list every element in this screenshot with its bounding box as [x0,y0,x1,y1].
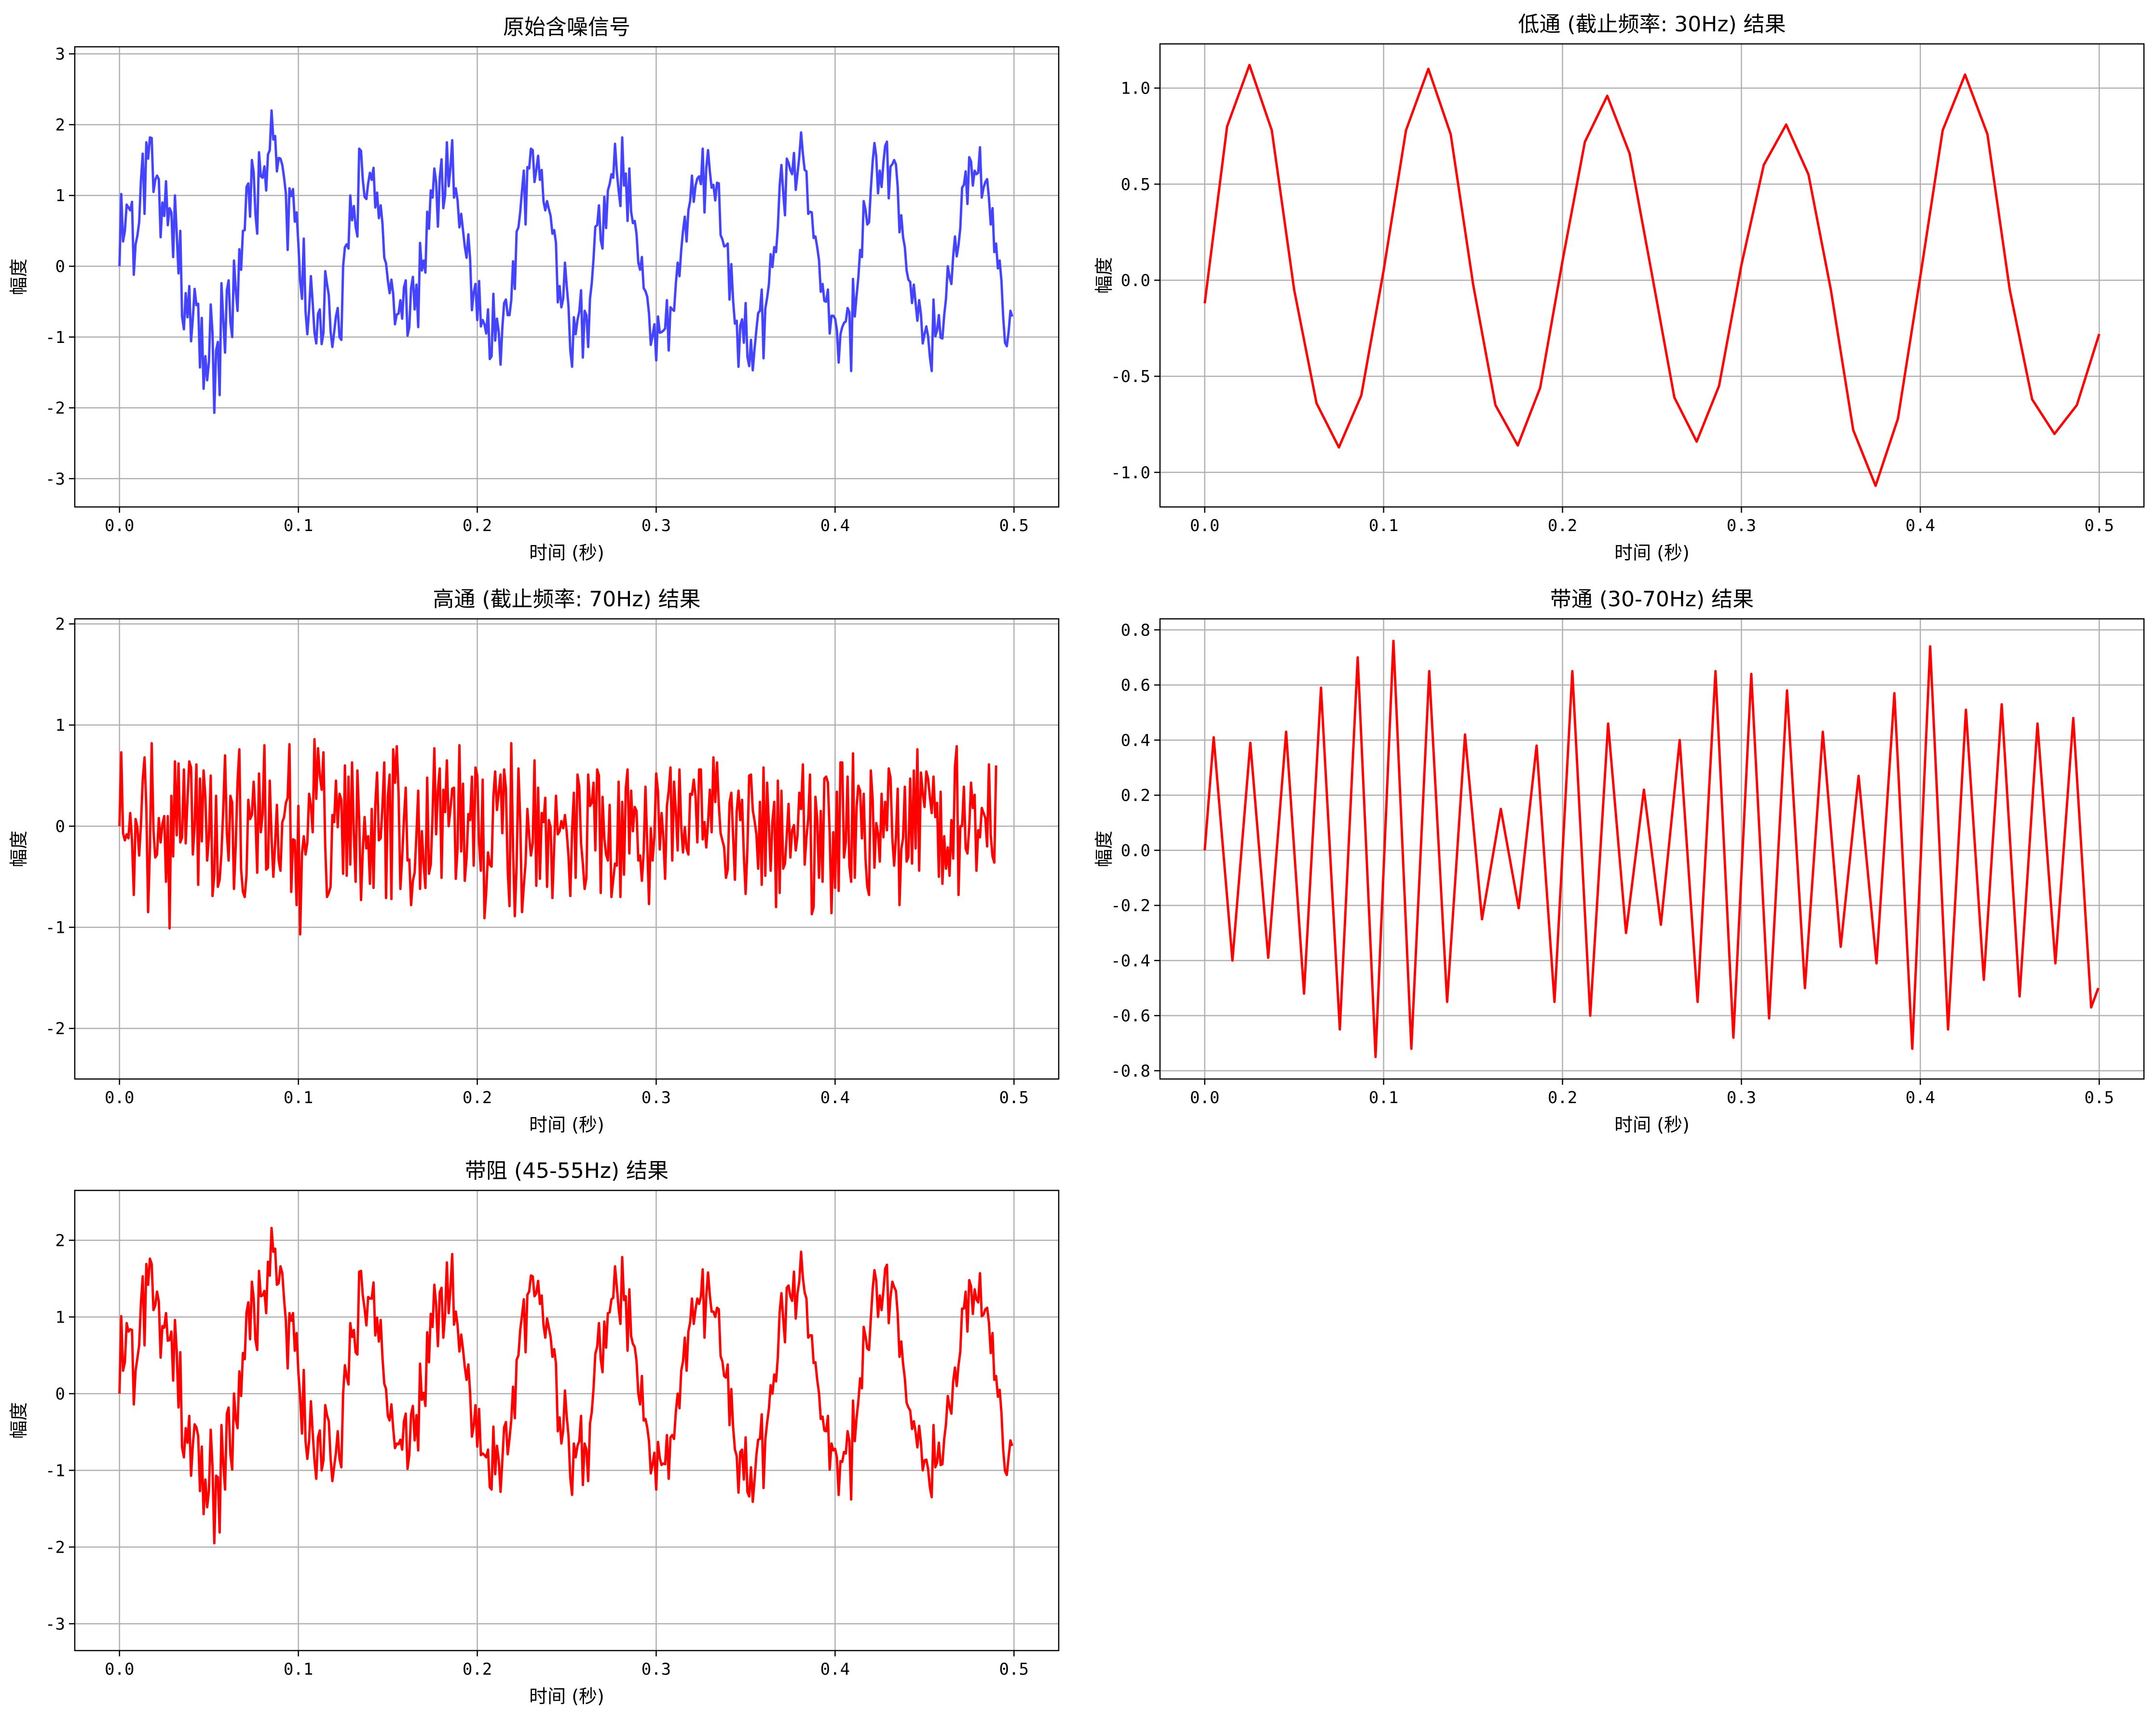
y-tick-label: 2 [55,615,65,634]
y-tick-label: -2 [45,1538,65,1557]
x-tick-label: 0.5 [2085,516,2114,535]
y-tick-label: -1.0 [1111,463,1150,482]
y-tick-label: -0.4 [1111,951,1150,970]
x-tick-label: 0.2 [1548,516,1577,535]
y-axis-label: 幅度 [8,259,29,295]
y-tick-label: 1 [55,716,65,735]
chart-title: 带通 (30-70Hz) 结果 [1550,587,1754,612]
y-axis-label: 幅度 [1093,831,1115,867]
x-axis-label: 时间 (秒) [1614,542,1690,563]
x-tick-label: 0.4 [1906,516,1935,535]
x-tick-label: 0.1 [284,1088,313,1107]
series-line [118,109,1013,414]
x-tick-label: 0.5 [999,1660,1029,1679]
y-tick-label: -0.5 [1111,367,1150,386]
x-axis-label: 时间 (秒) [529,1114,604,1135]
x-tick-label: 0.3 [641,1660,671,1679]
y-tick-label: 0.6 [1121,676,1150,695]
x-tick-label: 0.1 [1369,1088,1398,1107]
x-tick-label: 0.2 [463,1088,492,1107]
y-tick-label: 2 [55,1231,65,1250]
y-tick-label: 0 [55,1384,65,1404]
axes-frame [74,618,1060,1080]
y-axis-label: 幅度 [1093,257,1115,294]
x-tick-label: 0.1 [284,1660,313,1679]
subplot-5: 0.0 0.1 0.2 0.3 0.4 0.5 -3 -2 -1 0 1 2 带阻 (45-55Hz) … [8,1159,1060,1707]
y-tick-label: 0.2 [1121,786,1150,806]
y-tick-label: 3 [55,45,65,64]
y-tick-label: -1 [45,1461,65,1480]
x-tick-label: 0.3 [1727,516,1756,535]
x-tick-label: 0.2 [463,1660,492,1679]
axes-frame [74,1189,1060,1652]
y-tick-label: 1 [55,186,65,205]
y-axis-label: 幅度 [8,1402,29,1439]
subplot-4: 0.0 0.1 0.2 0.3 0.4 0.5 -0.8 -0.6 -0.4 -0.2 0.0 0.2… [1093,587,2145,1135]
y-tick-label: 0.0 [1121,271,1150,290]
chart-title: 原始含噪信号 [503,15,630,40]
x-tick-label: 0.5 [2085,1088,2114,1107]
x-tick-label: 0.0 [105,516,134,535]
y-tick-label: 1.0 [1121,79,1150,98]
y-tick-label: 0.0 [1121,841,1150,860]
y-axis-label: 幅度 [8,831,29,867]
series-line [1203,64,2101,487]
y-tick-label: -0.8 [1111,1062,1150,1081]
x-tick-label: 0.0 [1190,1088,1219,1107]
x-axis-label: 时间 (秒) [529,1686,604,1707]
x-tick-label: 0.0 [105,1088,134,1107]
axes-frame [74,46,1060,508]
x-tick-label: 0.1 [1369,516,1398,535]
x-tick-label: 0.1 [284,516,313,535]
y-tick-label: 0.4 [1121,731,1150,750]
x-axis-label: 时间 (秒) [529,542,604,563]
y-tick-label: 0 [55,817,65,836]
y-tick-label: 0 [55,257,65,276]
chart-title: 带阻 (45-55Hz) 结果 [465,1159,669,1183]
subplot-3: 0.0 0.1 0.2 0.3 0.4 0.5 -2 -1 0 1 2 高通 (截止频率: 70Hz)… [8,587,1060,1135]
chart-title: 高通 (截止频率: 70Hz) 结果 [433,587,700,612]
x-tick-label: 0.5 [999,1088,1029,1107]
y-tick-label: 2 [55,115,65,135]
x-tick-label: 0.2 [1548,1088,1577,1107]
y-tick-label: 1 [55,1308,65,1327]
x-tick-label: 0.0 [1190,516,1219,535]
y-tick-label: -0.2 [1111,896,1150,915]
x-tick-label: 0.4 [820,1088,850,1107]
axes-frame [1159,43,2145,508]
y-tick-label: -0.6 [1111,1007,1150,1026]
x-tick-label: 0.4 [1906,1088,1935,1107]
axes-frame [1159,618,2145,1080]
x-tick-label: 0.4 [820,516,850,535]
x-tick-label: 0.0 [105,1660,134,1679]
x-tick-label: 0.3 [641,516,671,535]
x-tick-label: 0.5 [999,516,1029,535]
x-tick-label: 0.4 [820,1660,850,1679]
x-tick-label: 0.3 [1727,1088,1756,1107]
chart-title: 低通 (截止频率: 30Hz) 结果 [1518,12,1786,37]
series-line [118,1227,1013,1544]
y-tick-label: -2 [45,1019,65,1038]
y-tick-label: -2 [45,399,65,418]
y-tick-label: 0.8 [1121,621,1150,640]
y-tick-label: -3 [45,469,65,489]
y-tick-label: -1 [45,328,65,347]
x-tick-label: 0.2 [463,516,492,535]
series-line [118,738,997,936]
x-axis-label: 时间 (秒) [1614,1114,1690,1135]
y-tick-label: -1 [45,918,65,937]
x-tick-label: 0.3 [641,1088,671,1107]
y-tick-label: 0.5 [1121,175,1150,194]
y-tick-label: -3 [45,1614,65,1634]
subplot-2: 0.0 0.1 0.2 0.3 0.4 0.5 -1.0 -0.5 0.0 0.5 1.0 低通 (截… [1093,12,2145,563]
series-line [1203,640,2100,1058]
